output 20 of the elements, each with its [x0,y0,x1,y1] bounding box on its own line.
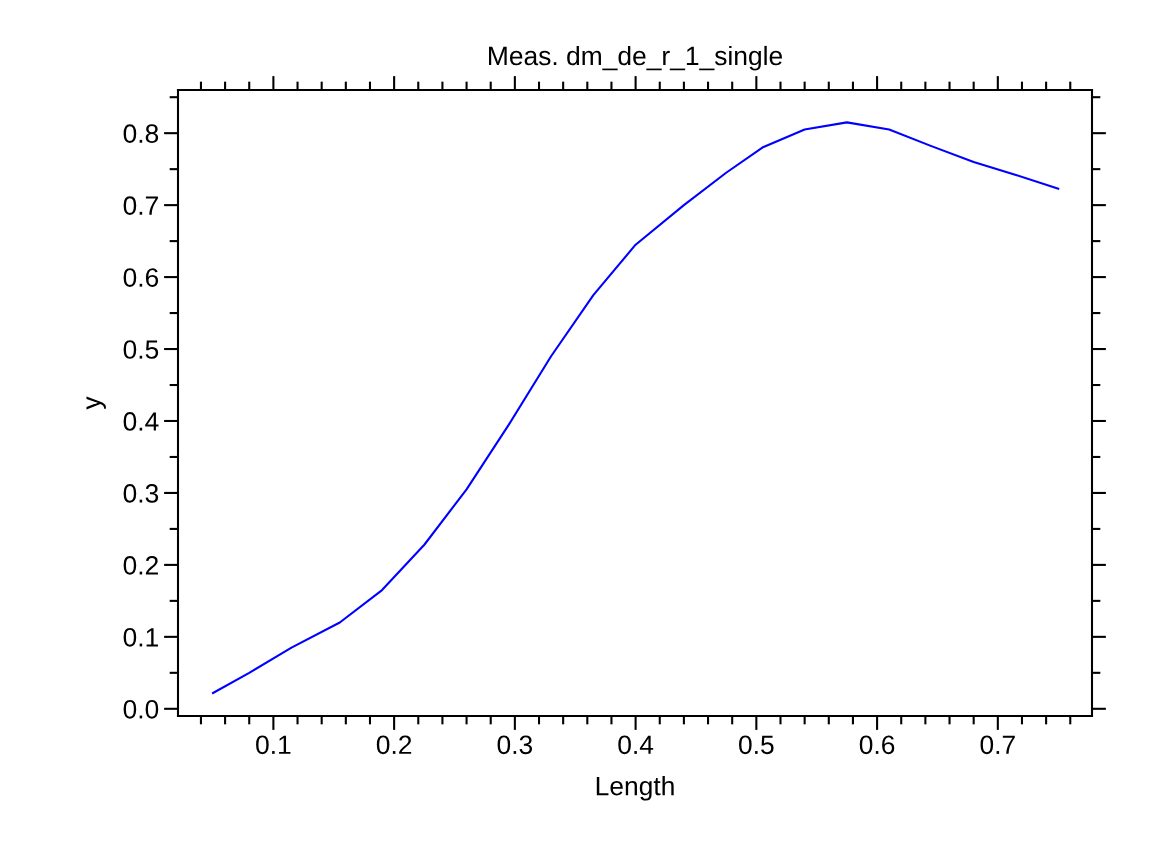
y-tick-label: 0.1 [123,627,158,647]
y-tick-label: 0.0 [123,699,159,719]
y-tick-label: 0.8 [123,124,159,143]
chart-title: Meas. dm_de_r_1_single [489,45,782,71]
x-tick-label: 0.5 [739,735,774,755]
x-tick-label: 0.4 [618,735,654,755]
x-tick-label: 0.1 [256,735,291,755]
y-axis-title: y [86,396,106,410]
y-tick-label: 0.5 [123,340,159,359]
y-tick-label: 0.3 [123,484,159,503]
x-axis-title: Length [596,776,674,801]
x-tick-label: 0.3 [497,735,533,755]
y-tick-label: 0.4 [123,412,159,431]
x-tick-label: 0.6 [859,735,895,755]
line-series [211,121,1060,695]
y-tick-label: 0.6 [123,268,159,287]
x-tick-label: 0.7 [980,735,1015,755]
x-tick-label: 0.2 [376,735,412,755]
y-tick-label: 0.7 [123,196,158,215]
y-tick-label: 0.2 [123,556,158,575]
